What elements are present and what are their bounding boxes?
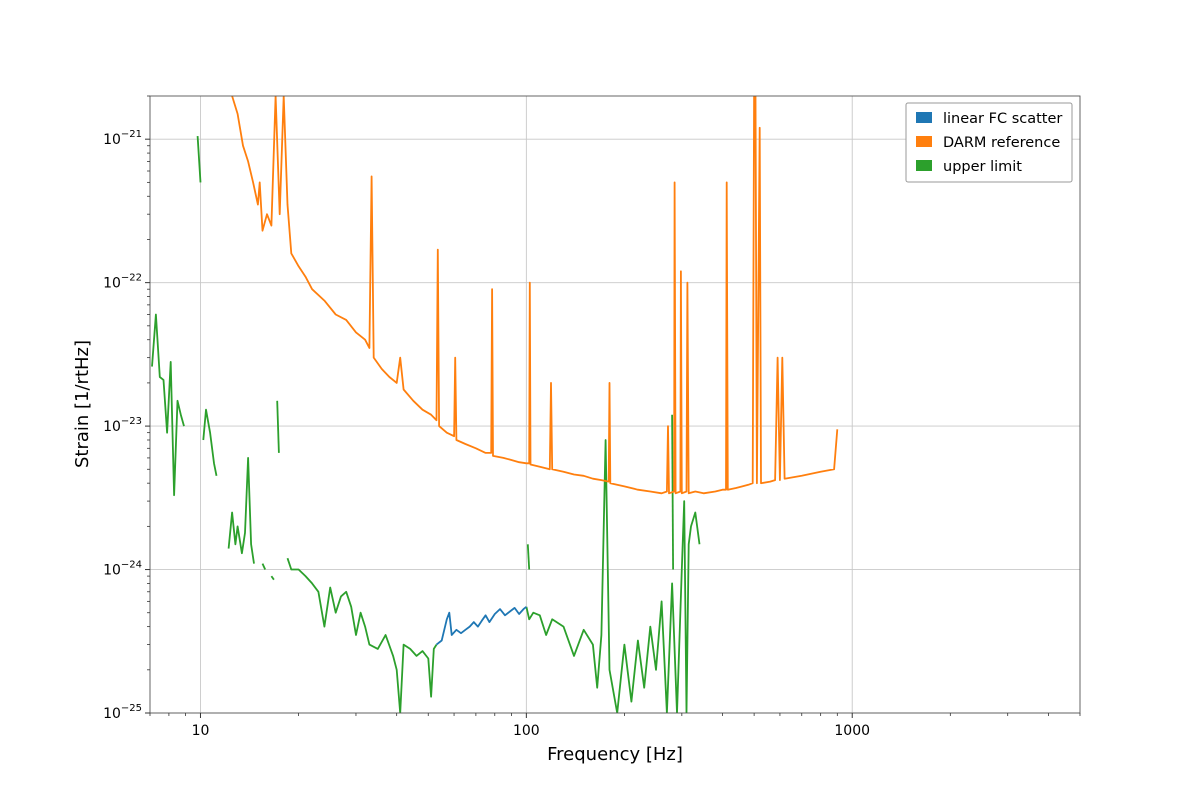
- series-line-upper-limit: [525, 439, 701, 713]
- series-line-upper-limit: [261, 563, 267, 570]
- x-tick-label: 100: [513, 723, 540, 739]
- series-line-upper-limit: [202, 408, 218, 476]
- series-line-upper-limit: [227, 457, 255, 564]
- y-tick-label: 10−21: [103, 129, 142, 148]
- legend: linear FC scatter DARM reference upper l…: [905, 102, 1073, 183]
- x-axis-label: Frequency [Hz]: [547, 744, 683, 765]
- plot-frame: [149, 95, 1081, 714]
- legend-frame: [905, 102, 1073, 183]
- series-lines: [151, 96, 839, 713]
- legend-swatch-upper-limit: [916, 160, 932, 171]
- series-line-upper-limit: [270, 575, 275, 581]
- series-line-upper-limit: [196, 136, 202, 183]
- y-tick-label: 10−22: [103, 273, 142, 292]
- series-line-upper-limit: [276, 400, 280, 453]
- y-tick-labels: 10−25 10−24 10−23 10−22 10−21: [103, 129, 142, 722]
- x-tick-labels: 10 100 1000: [192, 723, 870, 739]
- series-line-darm-reference: [231, 96, 839, 495]
- x-tick-label: 1000: [834, 723, 870, 739]
- y-axis-label: Strain [1/rtHz]: [72, 340, 93, 468]
- legend-label-upper-limit: upper limit: [943, 159, 1022, 175]
- series-line-linear-fc-scatter: [435, 606, 527, 646]
- series-line-upper-limit: [286, 557, 438, 713]
- legend-label-darm-reference: DARM reference: [943, 135, 1060, 151]
- legend-swatch-darm-reference: [916, 136, 932, 147]
- series-line-upper-limit: [151, 313, 185, 497]
- y-tick-label: 10−23: [103, 416, 142, 435]
- ticks: [145, 95, 1081, 718]
- plot-background: [150, 96, 1080, 713]
- legend-label-linear-fc-scatter: linear FC scatter: [943, 111, 1062, 127]
- legend-swatch-linear-fc-scatter: [916, 112, 932, 123]
- y-tick-label: 10−24: [103, 560, 142, 579]
- y-tick-label: 10−25: [103, 703, 142, 722]
- x-tick-label: 10: [192, 723, 210, 739]
- series-line-upper-limit: [526, 544, 531, 570]
